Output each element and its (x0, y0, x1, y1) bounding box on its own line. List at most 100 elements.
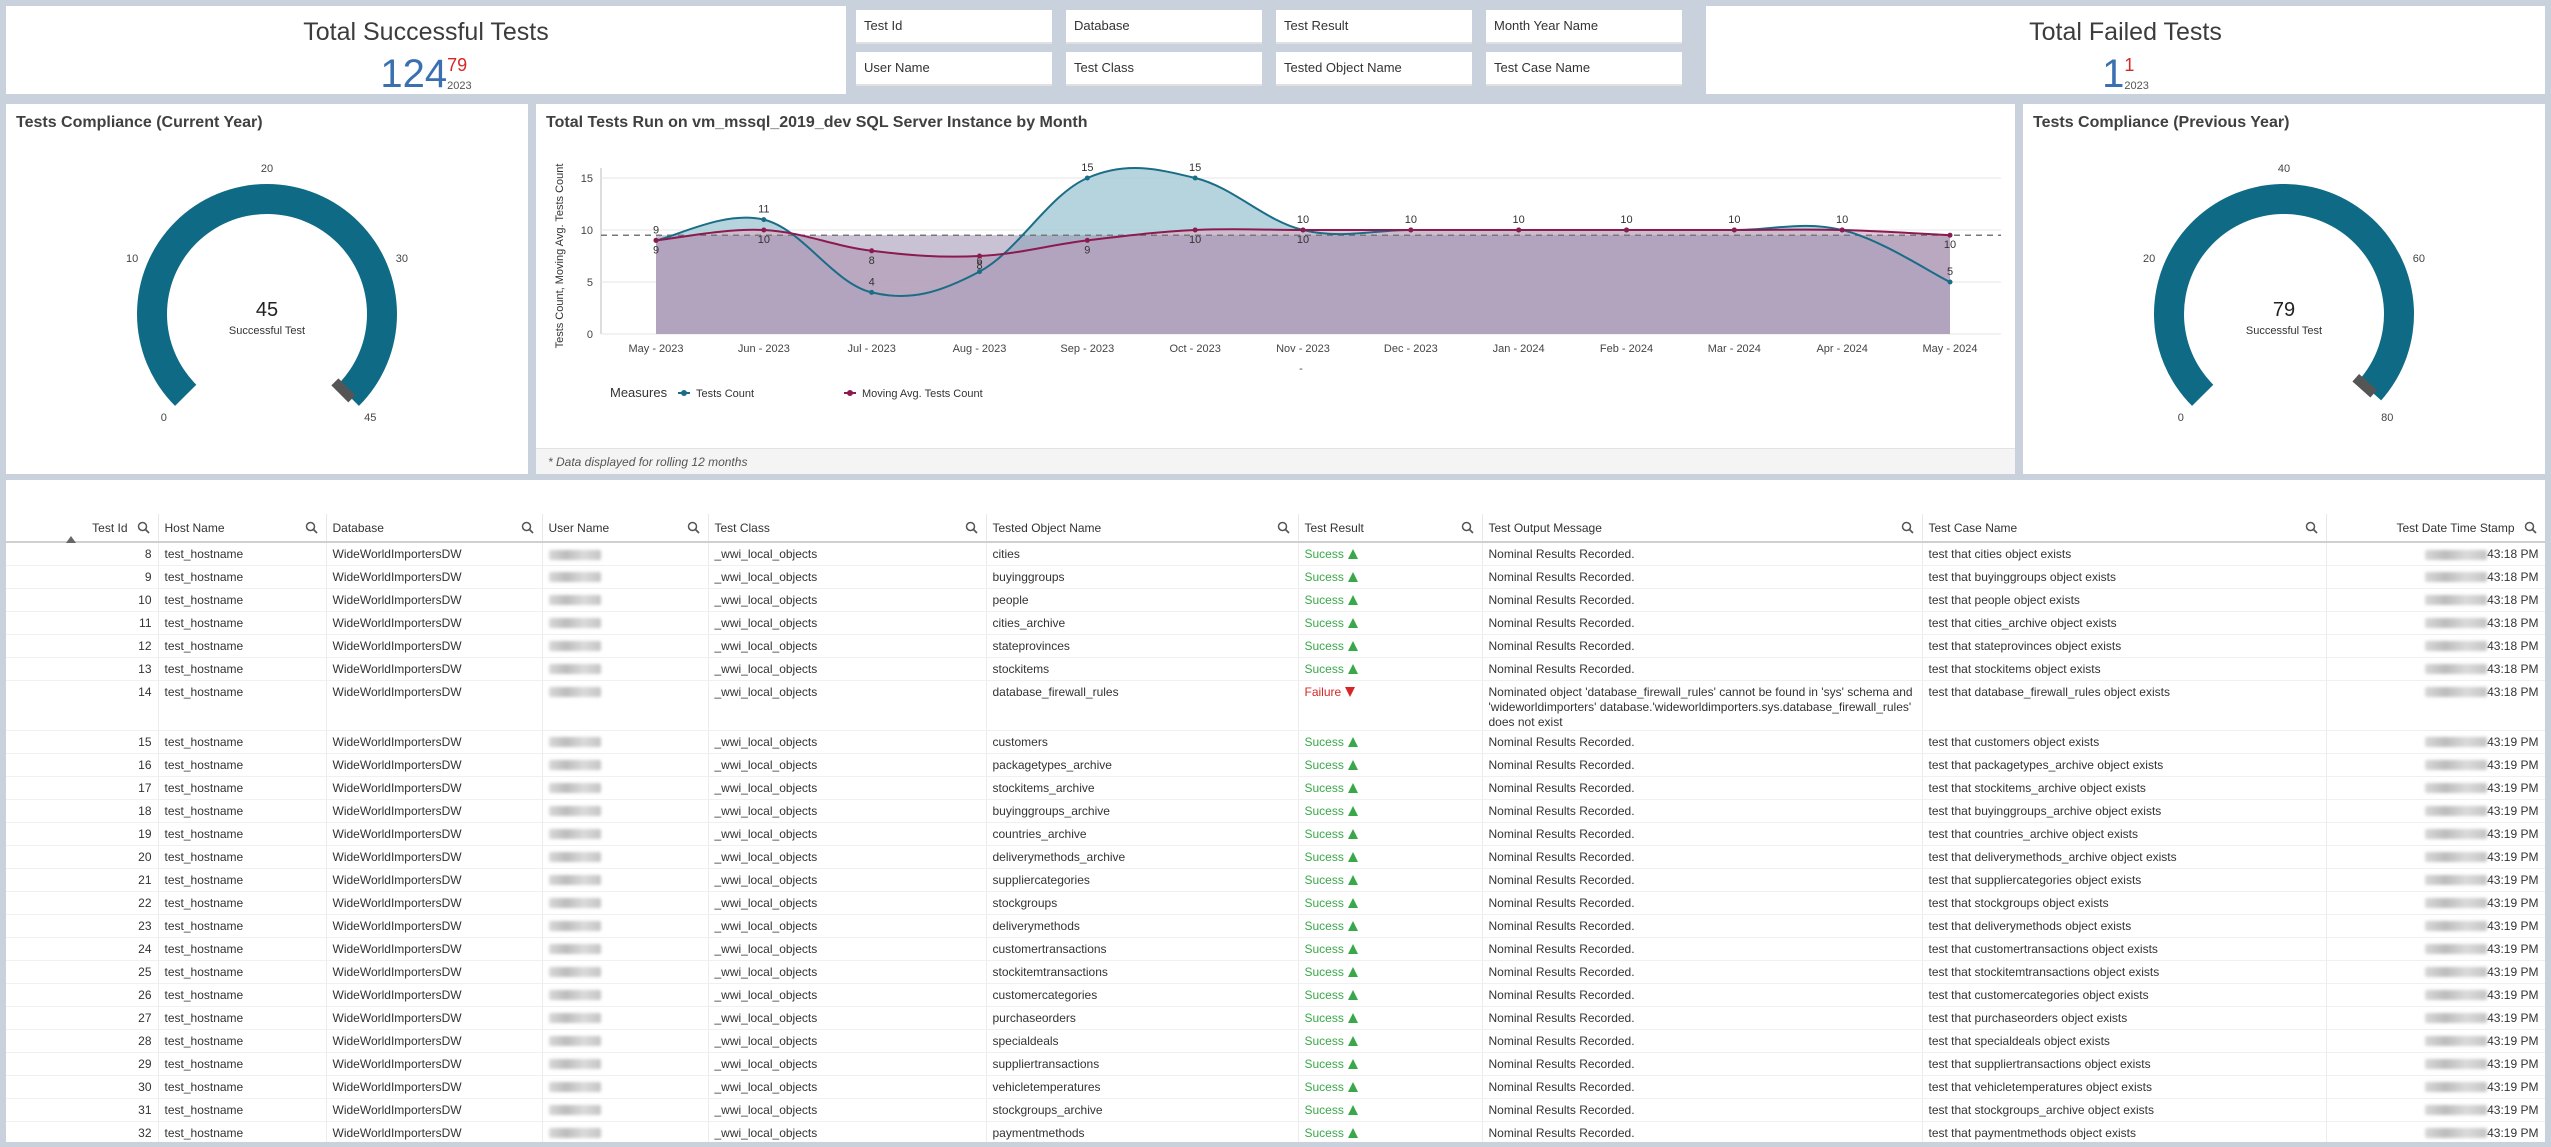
result-status: Failure (1304, 684, 1342, 699)
table-row[interactable]: 24 test_hostname WideWorldImportersDW _wwi_… (6, 937, 2545, 961)
cell-test-output-message: Nominal Results Recorded. (1482, 983, 1923, 1007)
cell-test-date-time-stamp: 43:18 PM (2326, 680, 2545, 731)
legend-tests-count: Tests Count (696, 388, 754, 400)
cell-user-name (542, 799, 709, 823)
cell-host-name: test_hostname (158, 611, 327, 635)
cell-host-name: test_hostname (158, 680, 327, 731)
result-status: Sucess (1304, 1125, 1344, 1140)
cell-test-result: Sucess (1298, 1075, 1483, 1099)
column-header-host-name[interactable]: Host Name (158, 514, 327, 543)
cell-host-name: test_hostname (158, 983, 327, 1007)
column-header-database[interactable]: Database (326, 514, 543, 543)
table-row[interactable]: 12 test_hostname WideWorldImportersDW _wwi_… (6, 634, 2545, 658)
table-row[interactable]: 20 test_hostname WideWorldImportersDW _wwi_… (6, 845, 2545, 869)
sort-asc-icon[interactable] (66, 536, 76, 543)
results-table-panel: Test Id Host Name Database User Name Test Cl… (6, 480, 2545, 1142)
cell-test-class: _wwi_local_objects (708, 1075, 987, 1099)
cell-test-id: 32 (6, 1121, 159, 1142)
filter-tested-object-name[interactable]: Tested Object Name (1276, 52, 1472, 86)
time-value: 43:19 PM (2487, 757, 2539, 772)
tests-count-data-label: 6 (976, 256, 982, 268)
gauge_previous-tick-label: 0 (2178, 412, 2184, 424)
table-row[interactable]: 15 test_hostname WideWorldImportersDW _wwi_… (6, 730, 2545, 754)
cell-test-output-message: Nominal Results Recorded. (1482, 634, 1923, 658)
result-status: Sucess (1304, 569, 1344, 584)
redacted-user-name (548, 1082, 601, 1093)
column-header-test-id[interactable]: Test Id (6, 514, 159, 543)
table-row[interactable]: 25 test_hostname WideWorldImportersDW _wwi_… (6, 960, 2545, 984)
filter-database[interactable]: Database (1066, 10, 1262, 44)
column-header-test-case-name[interactable]: Test Case Name (1922, 514, 2327, 543)
table-row[interactable]: 23 test_hostname WideWorldImportersDW _wwi_… (6, 914, 2545, 938)
cell-test-date-time-stamp: 43:19 PM (2326, 730, 2545, 754)
cell-test-class: _wwi_local_objects (708, 960, 987, 984)
cell-test-class: _wwi_local_objects (708, 776, 987, 800)
table-row[interactable]: 11 test_hostname WideWorldImportersDW _wwi_… (6, 611, 2545, 635)
redacted-date (2425, 1128, 2488, 1139)
column-header-test-date-time-stamp[interactable]: Test Date Time Stamp (2326, 514, 2545, 543)
cell-user-name (542, 868, 709, 892)
table-row[interactable]: 8 test_hostname WideWorldImportersDW _wwi_l… (6, 542, 2545, 566)
tests-count-point (1947, 279, 1953, 285)
table-row[interactable]: 26 test_hostname WideWorldImportersDW _wwi_… (6, 983, 2545, 1007)
cell-test-output-message: Nominal Results Recorded. (1482, 937, 1923, 961)
tests-count-data-label: 15 (1081, 162, 1093, 174)
column-header-test-result[interactable]: Test Result (1298, 514, 1483, 543)
results-table: Test Id Host Name Database User Name Test Cl… (6, 514, 2545, 1142)
table-row[interactable]: 30 test_hostname WideWorldImportersDW _wwi_… (6, 1075, 2545, 1099)
column-header-test-output-message[interactable]: Test Output Message (1482, 514, 1923, 543)
chart-panel: Total Tests Run on vm_mssql_2019_dev SQL… (536, 104, 2015, 474)
cell-test-date-time-stamp: 43:19 PM (2326, 1052, 2545, 1076)
table-row[interactable]: 32 test_hostname WideWorldImportersDW _wwi_… (6, 1121, 2545, 1142)
filter-month-year-name[interactable]: Month Year Name (1486, 10, 1682, 44)
cell-test-result: Sucess (1298, 845, 1483, 869)
cell-user-name (542, 1029, 709, 1053)
table-row[interactable]: 22 test_hostname WideWorldImportersDW _wwi_… (6, 891, 2545, 915)
table-row[interactable]: 9 test_hostname WideWorldImportersDW _wwi_l… (6, 565, 2545, 589)
filter-user-name[interactable]: User Name (856, 52, 1052, 86)
column-header-user-name[interactable]: User Name (542, 514, 709, 543)
redacted-date (2425, 572, 2488, 583)
cell-test-date-time-stamp: 43:19 PM (2326, 1121, 2545, 1142)
result-status: Sucess (1304, 1056, 1344, 1071)
table-row[interactable]: 21 test_hostname WideWorldImportersDW _wwi_… (6, 868, 2545, 892)
table-row[interactable]: 10 test_hostname WideWorldImportersDW _wwi_… (6, 588, 2545, 612)
gauge-current-panel: Tests Compliance (Current Year) 0 10 20 30 4… (6, 104, 528, 474)
table-row[interactable]: 13 test_hostname WideWorldImportersDW _wwi_… (6, 657, 2545, 681)
moving-avg-point (761, 227, 767, 233)
table-row[interactable]: 29 test_hostname WideWorldImportersDW _wwi_… (6, 1052, 2545, 1076)
cell-test-date-time-stamp: 43:18 PM (2326, 588, 2545, 612)
table-row[interactable]: 19 test_hostname WideWorldImportersDW _wwi_… (6, 822, 2545, 846)
cell-tested-object-name: customercategories (986, 983, 1299, 1007)
cell-test-id: 17 (6, 776, 159, 800)
cell-test-case-name: test that buyinggroups_archive object ex… (1922, 799, 2327, 823)
cell-test-case-name: test that deliverymethods_archive object… (1922, 845, 2327, 869)
table-row[interactable]: 14 test_hostname WideWorldImportersDW _wwi_… (6, 680, 2545, 731)
filter-test-id[interactable]: Test Id (856, 10, 1052, 44)
cell-database: WideWorldImportersDW (326, 565, 543, 589)
column-header-test-class[interactable]: Test Class (708, 514, 987, 543)
cell-test-date-time-stamp: 43:19 PM (2326, 868, 2545, 892)
table-row[interactable]: 27 test_hostname WideWorldImportersDW _wwi_… (6, 1006, 2545, 1030)
cell-tested-object-name: deliverymethods (986, 914, 1299, 938)
cell-test-case-name: test that paymentmethods object exists (1922, 1121, 2327, 1142)
table-row[interactable]: 31 test_hostname WideWorldImportersDW _wwi_… (6, 1098, 2545, 1122)
table-row[interactable]: 17 test_hostname WideWorldImportersDW _wwi_… (6, 776, 2545, 800)
column-header-tested-object-name[interactable]: Tested Object Name (986, 514, 1299, 543)
filter-test-result[interactable]: Test Result (1276, 10, 1472, 44)
cell-user-name (542, 657, 709, 681)
filter-test-class[interactable]: Test Class (1066, 52, 1262, 86)
triangle-up-icon (1347, 897, 1358, 908)
table-row[interactable]: 16 test_hostname WideWorldImportersDW _wwi_… (6, 753, 2545, 777)
result-status: Sucess (1304, 1079, 1344, 1094)
table-row[interactable]: 18 test_hostname WideWorldImportersDW _wwi_… (6, 799, 2545, 823)
x-tick-label: Jan - 2024 (1493, 343, 1545, 355)
cell-tested-object-name: vehicletemperatures (986, 1075, 1299, 1099)
time-value: 43:19 PM (2487, 872, 2539, 887)
filter-test-case-name[interactable]: Test Case Name (1486, 52, 1682, 86)
column-header-label: Test Result (1304, 520, 1364, 535)
redacted-user-name (548, 806, 601, 817)
redacted-date (2425, 1013, 2488, 1024)
table-row[interactable]: 28 test_hostname WideWorldImportersDW _wwi_… (6, 1029, 2545, 1053)
cell-test-case-name: test that customers object exists (1922, 730, 2327, 754)
